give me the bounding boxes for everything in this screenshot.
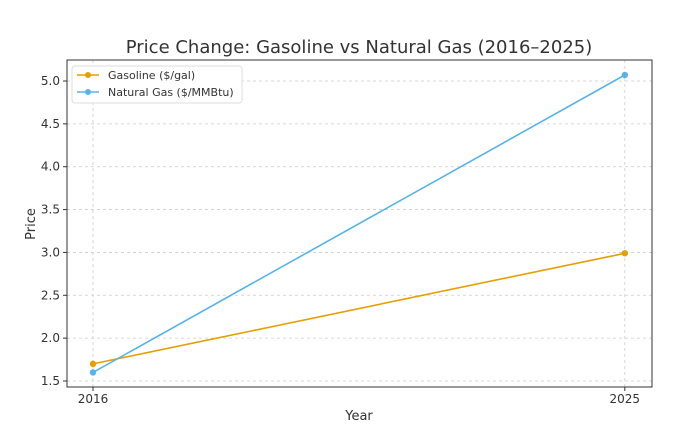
chart-title: Price Change: Gasoline vs Natural Gas (2… (126, 37, 593, 58)
series-line-1 (92, 74, 626, 374)
legend-marker-natural-gas (85, 89, 91, 95)
x-axis-label: Year (344, 409, 373, 424)
data-point (621, 250, 629, 257)
series-line-0 (92, 252, 625, 365)
y-tick-label: 2.0 (41, 331, 60, 345)
x-tick-label: 2016 (78, 392, 109, 406)
y-tick-label: 5.0 (41, 74, 60, 88)
legend-label-natural-gas: Natural Gas ($/MMBtu) (108, 86, 234, 99)
legend: Gasoline ($/gal) Natural Gas ($/MMBtu) (71, 65, 243, 104)
y-tick-label: 4.5 (41, 117, 60, 131)
y-tick-label: 3.5 (41, 203, 60, 217)
data-point (621, 71, 629, 79)
y-tick-label: 2.5 (41, 288, 60, 302)
x-tick-label: 2025 (610, 392, 641, 406)
y-tick-label: 1.5 (41, 374, 60, 388)
data-point (89, 369, 97, 376)
data-point (89, 360, 97, 368)
legend-marker-gasoline (85, 72, 91, 78)
legend-label-gasoline: Gasoline ($/gal) (108, 69, 195, 82)
plot-frame (66, 59, 653, 388)
y-axis-label: Price (24, 208, 39, 240)
legend-box (71, 65, 243, 104)
y-tick-label: 4.0 (41, 160, 60, 174)
y-tick-label: 3.0 (41, 245, 60, 259)
